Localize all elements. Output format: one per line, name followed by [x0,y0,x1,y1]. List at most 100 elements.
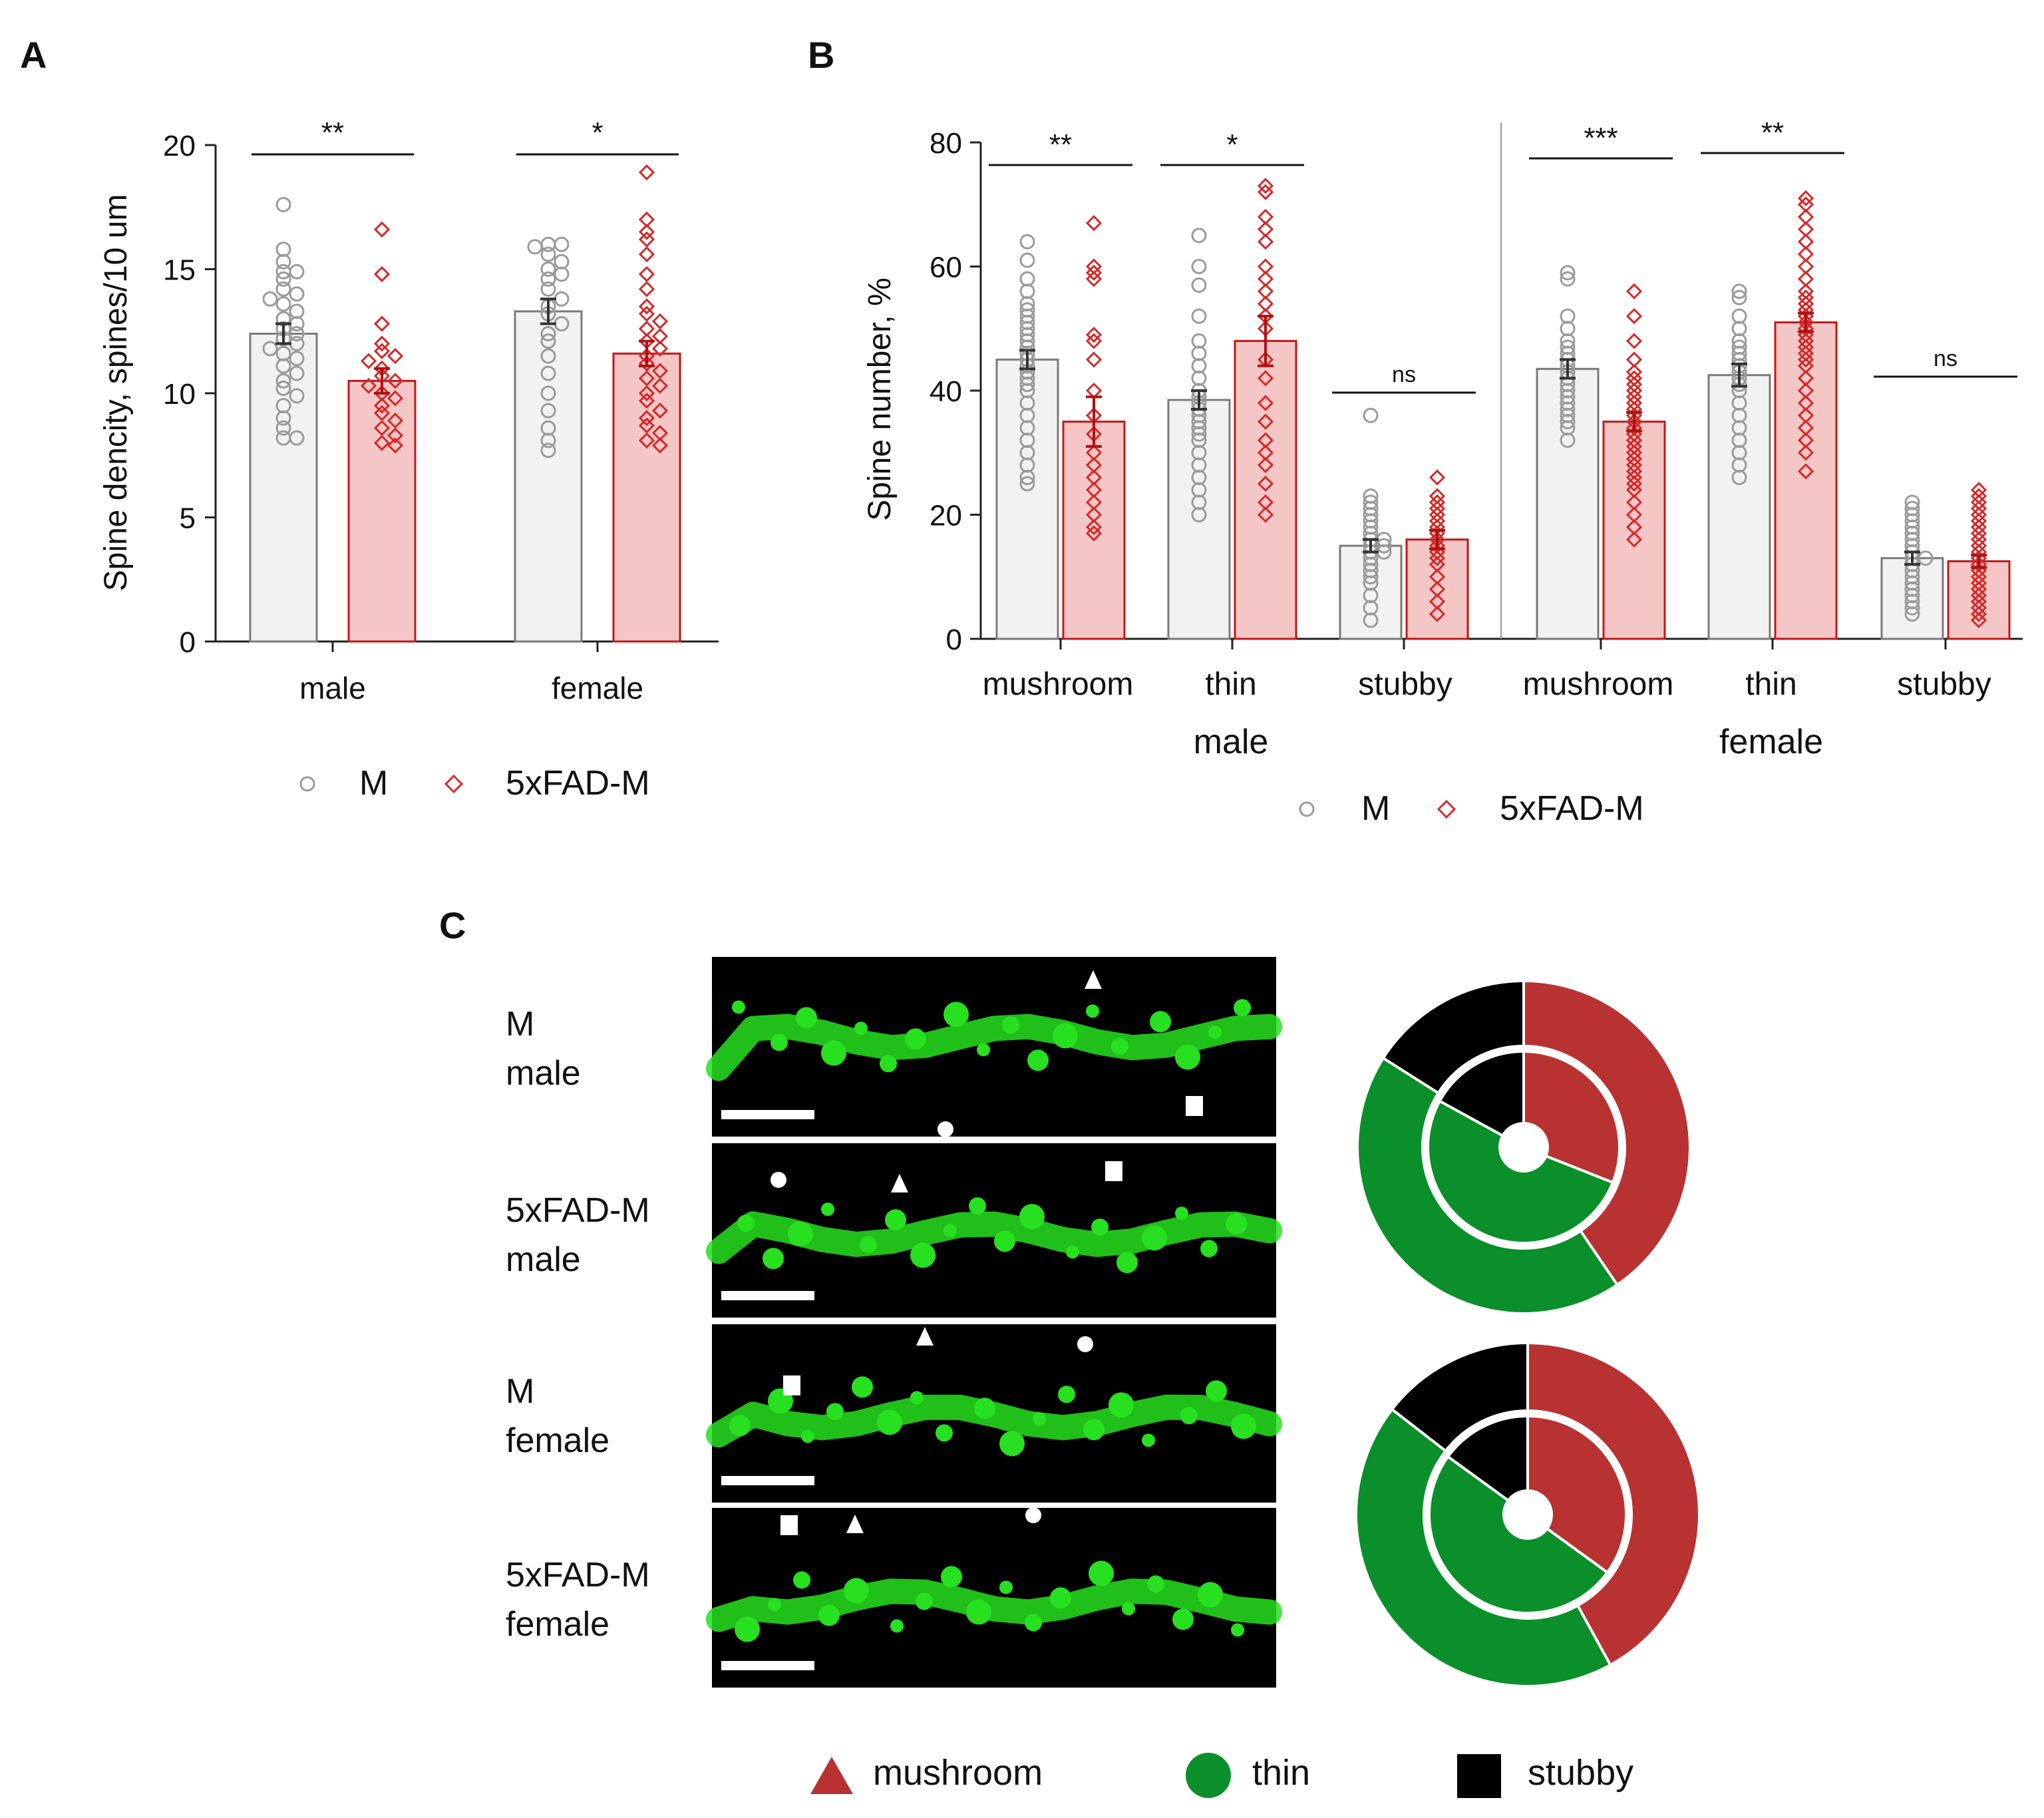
panel-c-stubby-marker [1105,1161,1122,1181]
panel-c-row-sex-label: female [506,1421,609,1460]
panel-b-fad-point [1085,519,1103,536]
legend-marker-fad [444,774,464,794]
panel-c-spine-blob [1175,1206,1188,1220]
donut-female-inner-slice-mushroom [1526,1414,1627,1574]
panel-a-legend: M 5xFAD-M [299,764,650,803]
panel-a-control-point [289,351,305,367]
panel-b-fad-point [1429,550,1446,566]
panel-a-ytick-label: 0 [180,626,196,659]
panel-b-control-point [1191,228,1207,244]
panel-b-ytick-label: 0 [946,624,962,656]
panel-c-stubby-marker [1186,1096,1203,1116]
panel-a-fad-point [638,385,655,402]
panel-a-ytick-label: 5 [180,502,196,535]
panel-b-xtick-male-thin: thin [1205,667,1256,702]
panel-c-spine-blob [1234,999,1251,1017]
panel-a-fad-point [638,305,655,322]
panel-c-spine-blob [1108,1392,1134,1418]
panel-b-control-point [1191,507,1207,522]
panel-b-fad-point [1085,264,1103,281]
panel-b-control-point [1019,283,1035,299]
donut-male-inner-slice-thin [1427,1099,1615,1244]
panel-c-mushroom-marker [916,1327,934,1346]
panel-c-row-group-label: M [506,1005,534,1043]
panel-b-ytick-label: 20 [930,500,962,532]
panel-a-sig-label: * [592,116,603,149]
panel-c-spine-blob [826,1403,844,1421]
panel-a-fad-point [638,298,655,315]
panel-b-group-male: male [1194,723,1269,761]
panel-c-legend: mushroom thin stubby [810,1753,1633,1798]
panel-c-scale-bar [721,1110,814,1119]
panel-c-thin-marker [1025,1507,1041,1523]
panel-a-fad-point [387,412,404,429]
legend-label-stubby: stubby [1528,1753,1633,1793]
legend-label-thin: thin [1252,1753,1310,1793]
panel-c-spine-blob [1226,1213,1247,1235]
legend-marker-control [1299,801,1315,817]
panel-b-fad-point [1625,475,1643,492]
panel-b-legend: M 5xFAD-M [1299,789,1644,828]
panel-a-fad-point [373,397,391,414]
legend-label-fad: 5xFAD-M [506,764,650,803]
panel-b-control-point [1904,600,1920,616]
panel-b-sig-label: ns [1934,346,1958,371]
panel-b-control-point [1363,407,1379,423]
panel-a-fad-point [638,393,655,409]
panel-b-fad-point [1797,463,1814,480]
panel-b-control-point [1191,277,1207,293]
panel-a-fad-point [651,313,669,329]
panel-a-control-point [289,388,305,404]
panel-c-spine-blob [732,1000,745,1014]
panel-c-spine-blob [910,1391,924,1405]
panel-c-row-group-label: M [506,1372,534,1411]
panel-b-xtick-male-mushroom: mushroom [983,667,1134,702]
panel-a-control-point [262,291,278,307]
panel-a-fad-point [387,390,404,407]
panel-c-spine-blob [1142,1225,1167,1251]
panel-b-control-point [1731,321,1747,337]
panel-c-spine-blob [1111,1037,1128,1055]
panel-c-spine-blob [1033,1412,1046,1426]
panel-a-chart: Spine dencity, spines/10 um male female … [98,116,719,705]
panel-b-fad-point [1257,506,1274,523]
panel-b-fad-point [1257,184,1274,200]
panel-b-fad-point [1257,456,1274,474]
panel-c-thin-marker [770,1172,786,1188]
panel-b-bar-control-mushroom [995,358,1059,640]
panel-b-control-point [1363,569,1379,585]
panel-b-xtick-male-stubby: stubby [1358,667,1452,702]
panel-a-control-point [540,262,556,277]
panel-b-bar-control-thin [1167,399,1231,640]
panel-c-spine-blob [1147,1575,1164,1593]
panel-a-control-point [289,286,305,302]
panel-c-spine-blob [768,1598,781,1612]
panel-c-spine-blob [1198,1582,1223,1608]
panel-b-fad-point [1625,283,1643,299]
panel-b-control-point [1560,414,1576,430]
panel-b-fad-point [1257,234,1274,250]
panel-c-dendrite [706,1578,1282,1632]
panel-b-control-point [1560,321,1576,337]
panel-a-fad-point [651,377,669,394]
panel-b-control-point [1191,333,1207,349]
panel-a-fad-point [638,224,655,240]
panel-b-control-point [1363,612,1379,628]
panel-c-spine-blob [796,1007,817,1029]
panel-b-control-point [1376,538,1392,554]
legend-marker-thin [1186,1753,1231,1798]
panel-b-fad-point [1257,178,1274,194]
panel-b-ylabel: Spine number, % [862,277,898,521]
panel-b-control-point [1019,234,1035,250]
panel-c-spine-blob [1206,1380,1227,1402]
panel-c-spine-blob [852,1376,873,1398]
panel-a-bar-fad-female [612,352,681,643]
panel-c-spine-blob [1208,1025,1222,1039]
panel-a-control-point [540,333,556,349]
panel-c-spine-blob [1083,1419,1105,1441]
panel-b-sig-label: ns [1392,362,1416,387]
panel-a-fad-point [387,373,404,389]
panel-c-spine-blob [821,1202,834,1216]
panel-c-spine-blob [1175,1044,1200,1070]
